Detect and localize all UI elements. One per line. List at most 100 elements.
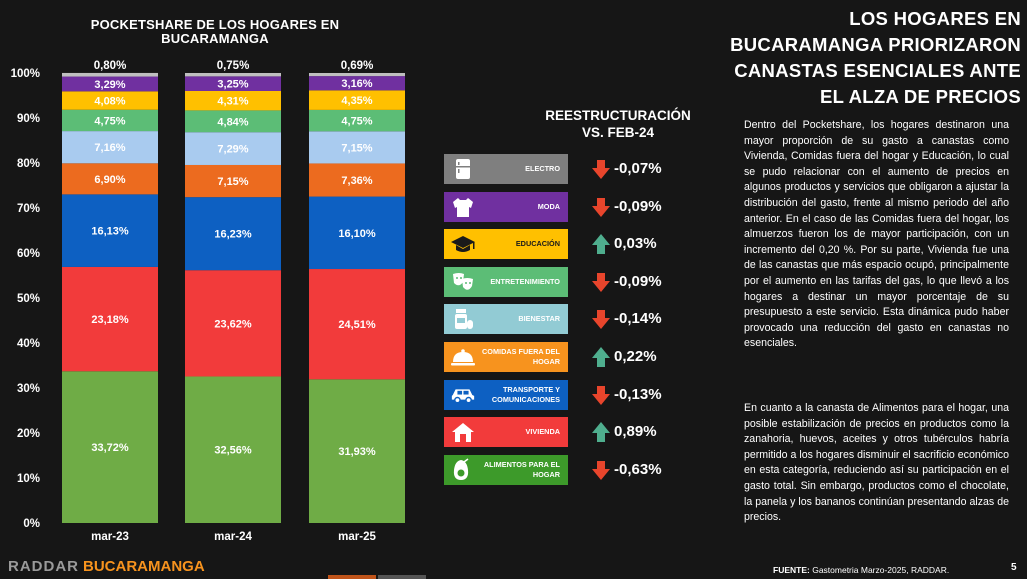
- house-icon: [450, 420, 476, 444]
- footer-city: BUCARAMANGA: [83, 558, 205, 575]
- bar-segment: [185, 132, 281, 165]
- bar-segment: [309, 163, 405, 197]
- data-label: 3,16%: [341, 78, 372, 90]
- data-label: 4,08%: [94, 96, 125, 108]
- category-label: EDUCACIÓN: [515, 239, 560, 249]
- category-alimentos-para-el-hogar: ALIMENTOS PARA EL HOGAR: [444, 454, 568, 485]
- bar-segment: [62, 91, 158, 110]
- bar-segment: [185, 110, 281, 133]
- y-tick-label: 90%: [17, 113, 40, 125]
- headline-line: EL ALZA DE PRECIOS: [819, 86, 1021, 107]
- bar-segment: [309, 90, 405, 110]
- shirt-icon: [450, 195, 476, 219]
- data-label: 23,62%: [214, 318, 252, 330]
- bar-segment: [309, 269, 405, 380]
- bar-segment: [62, 194, 158, 267]
- y-tick-label: 40%: [17, 338, 40, 350]
- y-tick-label: 0%: [23, 518, 40, 530]
- data-label: 16,10%: [338, 228, 376, 240]
- footer-strip-orange: [328, 575, 376, 579]
- food-cloche-icon: [450, 345, 476, 369]
- pill-bottle-icon: [450, 307, 476, 331]
- category-label: MODA: [537, 201, 560, 211]
- avocado-icon: [450, 458, 472, 482]
- y-tick-label: 100%: [11, 68, 40, 80]
- data-label: 0,69%: [341, 60, 374, 72]
- source-label: FUENTE:: [773, 565, 810, 575]
- change-value: -0,63%: [614, 460, 662, 478]
- chart-title: POCKETSHARE DE LOS HOGARES EN BUCARAMANG…: [90, 17, 340, 46]
- category-label: BIENESTAR: [518, 314, 560, 324]
- bar-segment: [62, 266, 158, 372]
- change-value: -0,09%: [614, 272, 662, 290]
- bar-segment: [62, 371, 158, 523]
- arrow-down-icon: [590, 196, 612, 218]
- change-value: -0,09%: [614, 197, 662, 215]
- x-tick-label: mar-25: [338, 531, 376, 543]
- arrow-down-icon: [590, 459, 612, 481]
- category-label: ELECTRO: [525, 164, 560, 173]
- footer-brand: RADDAR BUCARAMANGA: [8, 558, 205, 575]
- bar-segment: [309, 131, 405, 164]
- restructuring-title-line: REESTRUCTURACIÓN: [545, 108, 691, 123]
- data-label: 33,72%: [91, 442, 129, 454]
- data-label: 7,36%: [341, 175, 372, 187]
- headline: LOS HOGARES EN BUCARAMANGA PRIORIZARON C…: [681, 6, 1021, 110]
- y-tick-label: 60%: [17, 248, 40, 260]
- bar-segment: [185, 73, 281, 77]
- category-label: ALIMENTOS PARA EL HOGAR: [483, 459, 560, 479]
- y-tick-label: 30%: [17, 383, 40, 395]
- bar-segment: [309, 196, 405, 270]
- category-vivienda: VIVIENDA: [444, 417, 568, 448]
- data-label: 4,75%: [341, 116, 372, 128]
- arrow-up-icon: [590, 233, 612, 255]
- category-label: ENTRETENIMIENTO: [490, 276, 560, 286]
- headline-line: BUCARAMANGA PRIORIZARON: [730, 34, 1021, 55]
- category-educación: EDUCACIÓN: [444, 229, 568, 260]
- bar-segment: [185, 197, 281, 271]
- arrow-down-icon: [590, 308, 612, 330]
- category-comidas-fuera-del-hogar: COMIDAS FUERA DEL HOGAR: [444, 342, 568, 372]
- y-tick-label: 70%: [17, 203, 40, 215]
- headline-line: LOS HOGARES EN: [849, 8, 1021, 29]
- data-label: 16,13%: [91, 226, 129, 238]
- arrow-up-icon: [590, 421, 612, 443]
- data-label: 0,75%: [217, 60, 250, 72]
- category-moda: MODA: [444, 191, 568, 222]
- data-label: 32,56%: [214, 445, 252, 457]
- data-label: 23,18%: [91, 314, 129, 326]
- category-entretenimiento: ENTRETENIMIENTO: [444, 266, 568, 297]
- category-bienestar: BIENESTAR: [444, 304, 568, 335]
- headline-line: CANASTAS ESENCIALES ANTE: [734, 60, 1021, 81]
- y-tick-label: 20%: [17, 428, 40, 440]
- change-value: -0,14%: [614, 310, 662, 328]
- category-electro: ELECTRO: [444, 154, 568, 184]
- change-value: -0,07%: [614, 160, 662, 177]
- y-tick-label: 80%: [17, 158, 40, 170]
- arrow-down-icon: [590, 384, 612, 406]
- category-label: VIVIENDA: [525, 427, 560, 437]
- category-label: COMIDAS FUERA DEL HOGAR: [482, 347, 560, 366]
- bar-segment: [62, 109, 158, 132]
- restructuring-title: REESTRUCTURACIÓN VS. FEB-24: [518, 107, 718, 141]
- data-label: 0,80%: [94, 60, 127, 72]
- bar-segment: [309, 379, 405, 523]
- bar-segment: [185, 270, 281, 377]
- graduation-cap-icon: [450, 232, 476, 256]
- x-tick-label: mar-24: [214, 531, 252, 543]
- change-value: 0,22%: [614, 348, 657, 365]
- bar-segment: [62, 72, 158, 77]
- page-number: 5: [1011, 562, 1017, 573]
- fridge-icon: [450, 157, 476, 181]
- data-label: 6,90%: [94, 174, 125, 186]
- bar-segment: [185, 76, 281, 91]
- data-label: 31,93%: [338, 446, 376, 458]
- restructuring-title-line: VS. FEB-24: [581, 125, 655, 140]
- data-label: 4,84%: [217, 116, 248, 128]
- car-icon: [450, 383, 476, 407]
- data-label: 7,16%: [94, 142, 125, 154]
- change-value: -0,13%: [614, 385, 662, 403]
- bar-segment: [185, 91, 281, 111]
- x-tick-label: mar-23: [91, 531, 129, 543]
- raddar-logo: RADDAR: [8, 558, 79, 575]
